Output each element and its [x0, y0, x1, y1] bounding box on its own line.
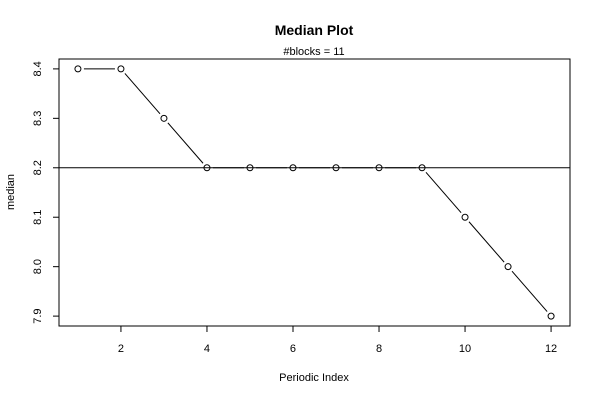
data-point [160, 114, 168, 122]
data-point [504, 263, 512, 271]
x-tick-label: 2 [118, 343, 124, 355]
data-point-group [74, 65, 555, 320]
y-tick-label: 8.1 [32, 210, 44, 225]
data-point [418, 164, 426, 172]
series-segment [511, 270, 548, 312]
data-point [332, 164, 340, 172]
data-point [117, 65, 125, 73]
data-point [547, 312, 555, 320]
data-point [246, 164, 254, 172]
y-tick-label: 7.9 [32, 308, 44, 323]
y-tick-label: 8.4 [32, 61, 44, 76]
data-point [203, 164, 211, 172]
data-point [375, 164, 383, 172]
x-axis: 2 4 6 8 10 12 [118, 325, 557, 355]
series-segment [468, 221, 505, 263]
y-axis-label: median [5, 174, 17, 210]
x-tick-label: 8 [376, 343, 382, 355]
series-segment [124, 73, 161, 115]
plot-frame [58, 58, 571, 327]
data-point [461, 213, 469, 221]
x-tick-label: 12 [545, 343, 557, 355]
x-axis-label: Periodic Index [279, 372, 349, 384]
series-line-group [83, 68, 548, 312]
x-tick-label: 10 [459, 343, 471, 355]
y-tick-label: 8.0 [32, 259, 44, 274]
data-point [74, 65, 82, 73]
y-axis: 7.9 8.0 8.1 8.2 8.3 8.4 [32, 61, 60, 324]
x-tick-label: 4 [204, 343, 210, 355]
series-segment [167, 122, 204, 164]
y-tick-label: 8.2 [32, 160, 44, 175]
series-segment [425, 171, 462, 214]
chart-title: Median Plot [275, 22, 354, 38]
y-tick-label: 8.3 [32, 111, 44, 126]
x-tick-label: 6 [290, 343, 296, 355]
chart-subtitle: #blocks = 11 [283, 46, 344, 58]
data-point [289, 164, 297, 172]
